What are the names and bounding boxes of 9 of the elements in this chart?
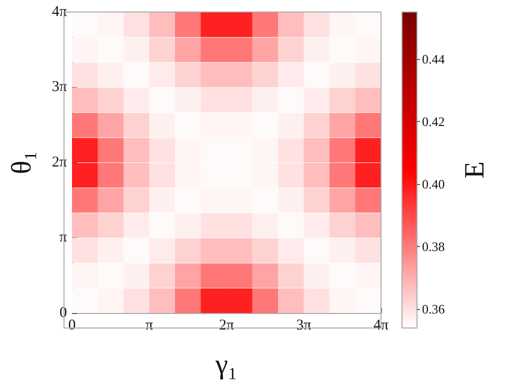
color-bar-title: E	[460, 161, 490, 179]
x-axis-title: γ₁	[214, 350, 238, 380]
y-axis-title: θ₁	[6, 150, 38, 174]
color-bar-label: 0.40	[422, 176, 445, 192]
color-bar-label: 0.38	[422, 239, 445, 254]
color-bar-label: 0.36	[422, 302, 446, 317]
color-bar-label: 0.44	[422, 51, 446, 66]
color-bar-label: 0.42	[422, 114, 445, 130]
x-tick-label: 4π	[373, 318, 389, 334]
